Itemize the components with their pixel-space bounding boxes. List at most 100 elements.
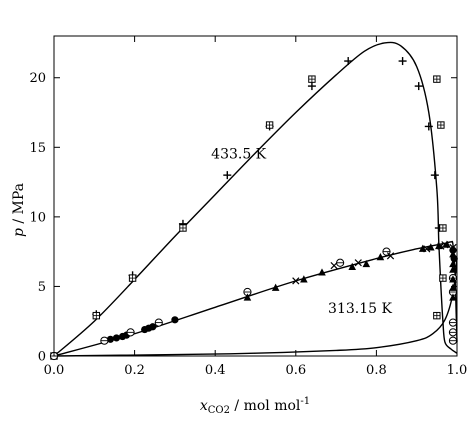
triangle-marker [243,293,252,301]
axes: 0.0 0.2 0.4 0.6 0.8 1.0 0 5 10 15 20 [29,35,468,378]
triangle-point [449,275,457,283]
filled-circle-marker [149,323,157,331]
circle-line-point [126,328,135,337]
cross-point [330,261,338,270]
filled-circle-point [149,323,157,331]
boxed-plus-point [128,274,137,282]
filled-circle-point [106,335,115,343]
triangle-marker [443,240,451,248]
y-tick-label: 20 [29,71,46,86]
triangle-point [449,259,457,268]
triangle-marker [449,283,457,291]
cross-marker-b [386,252,395,260]
circle-line-point [448,318,458,327]
triangle-point [427,243,435,251]
boxed-plus-point [308,75,316,83]
cross-marker-b [354,259,362,267]
triangle-marker [318,268,326,276]
x-tick-label: 0.2 [124,363,145,378]
x-axis-label-superscript: -1 [300,396,310,407]
circle-line-series [49,247,458,361]
triangle-marker [449,293,457,301]
triangle-point [449,283,457,291]
isotherm-label: 313.15 K [328,301,392,317]
triangle-point [362,259,371,268]
plus-series [50,57,443,360]
circle-line-point [448,328,458,337]
triangle-point [435,241,443,250]
triangle-marker [348,262,357,270]
cross-point [423,245,431,253]
triangle-marker [376,253,385,261]
cross-marker-b [437,242,445,250]
cross-point [437,242,445,250]
y-tick-label: 10 [29,210,46,225]
x-axis-label-symbol: x [200,398,208,414]
model-curve [53,41,458,357]
circle-line-point [448,336,458,345]
x-axis-label: xCO2 / mol mol-1 [200,396,310,416]
filled-circle-marker [171,316,179,324]
model-curve [53,258,458,357]
boxed-plus-point [439,274,447,282]
boxed-plus-point [265,121,274,129]
boxed-plus-point [433,75,441,83]
triangle-series [243,240,457,301]
cross-point [386,252,395,260]
cross-point [292,277,300,285]
triangle-point [449,293,457,301]
triangle-marker [300,275,308,283]
y-axis-label-unit: / MPa [11,183,27,228]
y-axis-label-symbol: p [11,228,27,237]
boxed-plus-point [92,311,101,320]
triangle-point [318,268,326,276]
filled-circle-point [112,334,121,342]
cross-marker-b [441,241,449,249]
cross-marker-b [330,261,338,270]
triangle-marker [427,243,435,251]
circle-line-point [382,247,391,256]
triangle-point [418,244,427,252]
x-tick-label: 1.0 [447,363,468,378]
triangle-marker [449,259,457,268]
triangle-marker [449,265,457,273]
boxed-plus-point [437,121,445,129]
y-tick-label: 0 [38,350,46,365]
triangle-marker [418,244,427,252]
filled-circle-point [171,316,179,324]
circle-line-point [100,336,109,345]
triangle-point [443,240,451,248]
filled-circle-marker [106,335,115,343]
cross-marker-b [292,277,300,285]
cross-point [441,241,449,249]
triangle-marker [449,250,457,258]
triangle-point [300,275,308,283]
plus-point [307,82,316,91]
triangle-marker [362,259,371,268]
cross-point [449,243,457,252]
x-tick-label: 0.8 [366,363,387,378]
x-axis-label-unit: / mol mol [230,398,301,414]
triangle-point [376,253,385,261]
plus-point [223,171,232,180]
cross-series [292,241,457,285]
triangle-marker [449,275,457,283]
circle-line-point [154,318,163,327]
plus-point [430,171,439,180]
boxed-plus-point [179,224,187,232]
y-tick-label: 5 [38,280,46,295]
plus-point [424,122,433,131]
plus-point [398,57,407,66]
x-tick-label: 0.4 [205,363,226,378]
plot-area: 433.5 K 313.15 K [49,41,458,361]
triangle-point [243,293,252,301]
plot-frame [53,35,458,357]
triangle-marker [271,283,280,291]
triangle-point [449,250,457,258]
triangle-point [449,265,457,273]
y-tick-label: 15 [29,141,46,156]
x-axis-label-subscript: CO2 [208,405,230,416]
plus-point [344,57,353,66]
triangle-point [271,283,280,291]
